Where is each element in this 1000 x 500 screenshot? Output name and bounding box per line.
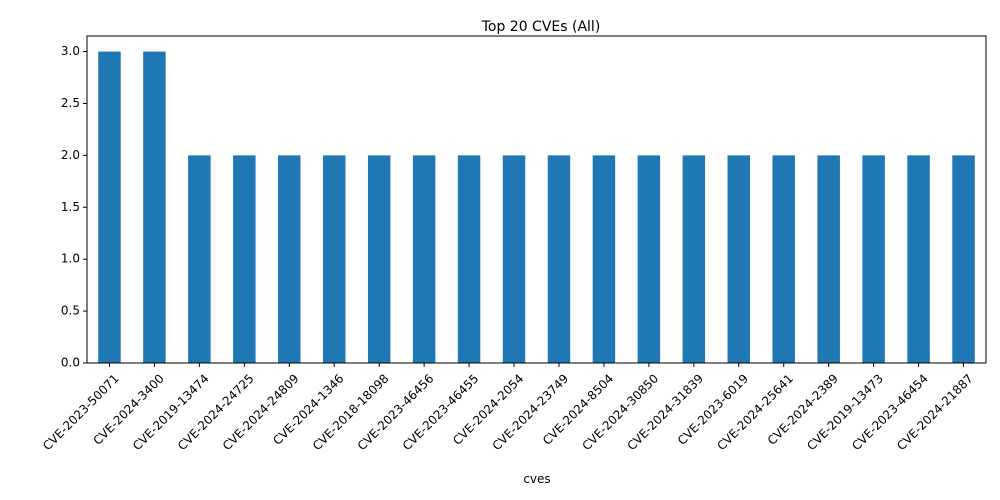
x-tick-label: CVE-2024-24809 (220, 371, 302, 453)
bar-cve-2024-30850 (637, 155, 661, 363)
bars-group (98, 51, 975, 363)
bar-cve-2024-24809 (278, 155, 301, 363)
x-tick-label: CVE-2019-13474 (130, 371, 212, 453)
x-tick-label: CVE-2018-18098 (310, 371, 392, 453)
y-tick-label: 1.5 (61, 200, 80, 214)
x-tick-label: CVE-2019-13473 (804, 371, 886, 453)
bar-cve-2023-46456 (412, 155, 436, 363)
x-tick-label: CVE-2024-31839 (624, 371, 706, 453)
bar-cve-2024-25641 (772, 155, 795, 363)
bar-cve-2023-46454 (907, 155, 930, 363)
bar-cve-2024-31839 (682, 155, 706, 363)
x-axis-title: cves (523, 472, 550, 486)
x-tick-label: CVE-2024-30850 (580, 371, 662, 453)
y-tick-label: 2.5 (61, 96, 80, 110)
bar-cve-2018-18098 (367, 155, 391, 363)
x-tick-label: CVE-2024-23749 (490, 371, 572, 453)
y-axis: 0.0 0.5 1.0 1.5 2.0 2.5 3.0 (61, 44, 87, 370)
x-tick-label: CVE-2023-46455 (400, 371, 482, 453)
bar-cve-2024-23749 (547, 155, 571, 363)
bar-cve-2019-13474 (188, 155, 211, 363)
x-axis: CVE-2023-50071CVE-2024-3400CVE-2019-1347… (40, 363, 976, 453)
y-tick-label: 0.0 (61, 356, 80, 370)
y-tick-label: 1.0 (61, 252, 80, 266)
x-tick-label: CVE-2023-50071 (40, 371, 122, 453)
y-tick-label: 0.5 (61, 304, 80, 318)
bar-cve-2024-8504 (592, 155, 616, 363)
x-tick-label: CVE-2024-25641 (714, 371, 796, 453)
bar-cve-2023-50071 (98, 51, 121, 363)
bar-cve-2023-6019 (727, 155, 751, 363)
bar-cve-2024-1346 (322, 155, 346, 363)
bar-cve-2023-46455 (457, 155, 481, 363)
x-tick-label: CVE-2023-46456 (355, 371, 437, 453)
plot-frame (86, 35, 987, 364)
x-tick-label: CVE-2024-24725 (175, 371, 257, 453)
y-tick-label: 2.0 (61, 148, 80, 162)
y-tick-label: 3.0 (61, 44, 80, 58)
bar-cve-2024-2389 (817, 155, 840, 363)
x-tick-label: CVE-2024-21887 (894, 371, 976, 453)
chart-title: Top 20 CVEs (All) (481, 19, 601, 35)
bar-cve-2024-3400 (143, 51, 166, 363)
bar-cve-2024-2054 (502, 155, 526, 363)
bar-cve-2024-24725 (233, 155, 256, 363)
x-tick-label: CVE-2023-46454 (849, 371, 931, 453)
bar-cve-2024-21887 (952, 155, 975, 363)
bar-cve-2019-13473 (862, 155, 885, 363)
